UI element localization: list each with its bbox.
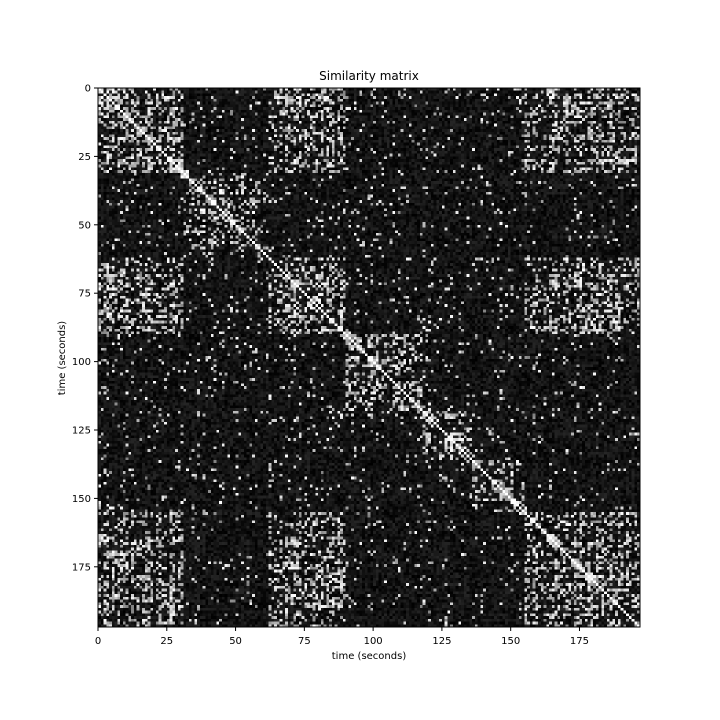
plot-frame: [97, 87, 641, 628]
y-tick-label: 75: [78, 289, 91, 300]
x-tick-label: 125: [432, 636, 451, 647]
y-tick-label: 150: [72, 494, 91, 505]
x-axis-ticks: 0 25 50 75 100 125 150 175: [95, 627, 589, 647]
y-tick-label: 50: [78, 220, 91, 231]
x-tick-label: 25: [160, 636, 173, 647]
y-tick-label: 100: [72, 357, 91, 368]
y-tick-label: 25: [78, 152, 91, 163]
x-tick-label: 75: [298, 636, 311, 647]
x-tick-label: 0: [95, 636, 101, 647]
chart-title: Similarity matrix: [319, 69, 419, 83]
x-axis-label: time (seconds): [332, 651, 407, 662]
x-tick-label: 50: [229, 636, 242, 647]
heatmap-cells: [98, 88, 640, 627]
x-tick-label: 100: [364, 636, 383, 647]
x-tick-label: 175: [570, 636, 589, 647]
y-tick-label: 125: [72, 426, 91, 437]
y-tick-label: 0: [85, 84, 91, 95]
y-axis-ticks: 0 25 50 75 100 125 150 175: [72, 84, 98, 573]
x-tick-label: 150: [501, 636, 520, 647]
heatmap-image: [98, 88, 640, 627]
y-tick-label: 175: [72, 562, 91, 573]
y-axis-label: time (seconds): [57, 321, 68, 396]
